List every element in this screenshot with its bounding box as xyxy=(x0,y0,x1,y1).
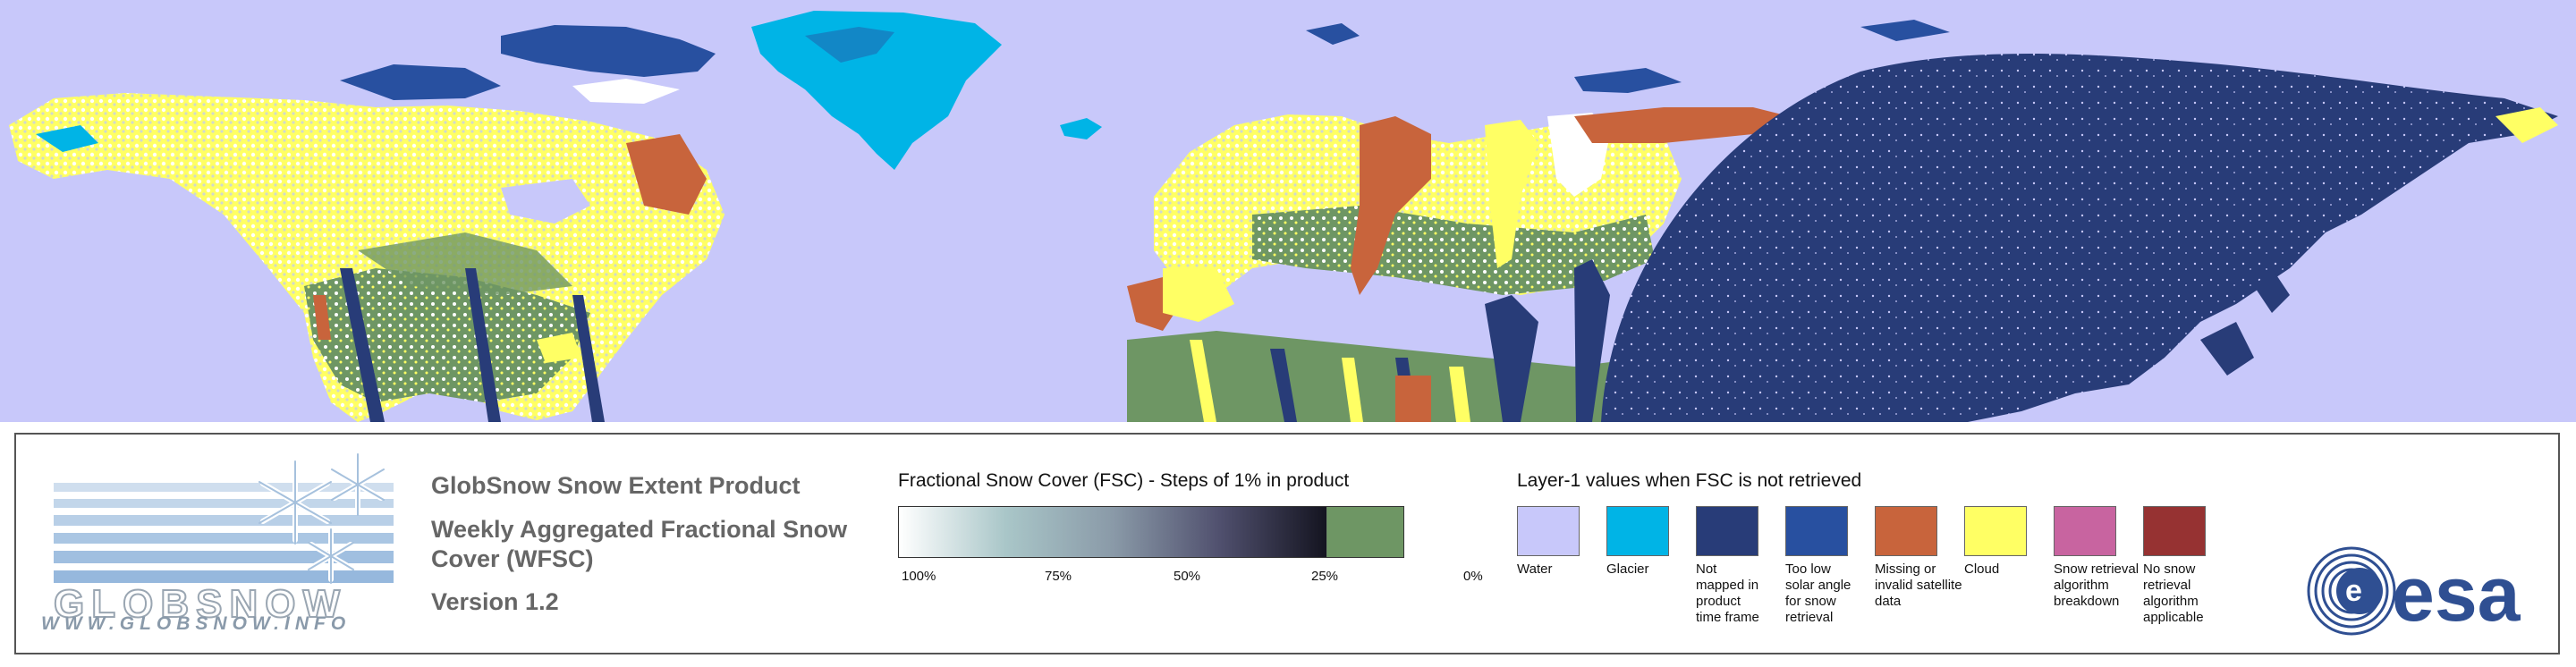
legend-label: Missing or invalid satellite data xyxy=(1875,561,1962,609)
asia-not-mapped xyxy=(1601,54,2558,422)
legend-item-no-algorithm: No snow retrieval algorithm applicable xyxy=(2143,506,2224,626)
legend-item-missing-data: Missing or invalid satellite data xyxy=(1875,506,1962,610)
legend-label: Glacier xyxy=(1606,561,1649,577)
globsnow-wordmark: GLOBSNOW xyxy=(54,582,347,626)
iceland xyxy=(1060,118,1102,139)
legend-label: No snow retrieval algorithm applicable xyxy=(2143,561,2204,625)
svg-text:e: e xyxy=(2345,574,2362,608)
product-subtitle: Weekly Aggregated Fractional Snow Cover … xyxy=(431,516,848,572)
legend-swatch xyxy=(2054,506,2116,556)
legend-item-glacier: Glacier xyxy=(1606,506,1687,578)
fsc-tick-75: 75% xyxy=(1045,569,1072,584)
legend-item-cloud: Cloud xyxy=(1964,506,2045,578)
globsnow-url[interactable]: WWW.GLOBSNOW.INFO xyxy=(41,613,352,634)
legend-item-algorithm-breakdown: Snow retrieval algorithm breakdown xyxy=(2054,506,2139,610)
greenland xyxy=(751,11,1002,170)
legend-label: Snow retrieval algorithm breakdown xyxy=(2054,561,2140,609)
legend-swatch xyxy=(1785,506,1848,556)
legend-swatch xyxy=(1875,506,1937,556)
esa-logo: e esa xyxy=(2307,546,2521,637)
legend-label: Not mapped in product time frame xyxy=(1696,561,1759,625)
esa-wordmark: esa xyxy=(2392,552,2521,637)
legend-label: Cloud xyxy=(1964,561,2000,577)
legend-label: Too low solar angle for snow retrieval xyxy=(1785,561,1852,625)
legend-item-low-solar-angle: Too low solar angle for snow retrieval xyxy=(1785,506,1866,626)
fsc-tick-0: 0% xyxy=(1463,569,1483,584)
fsc-tick-100: 100% xyxy=(902,569,936,584)
product-version: Version 1.2 xyxy=(431,588,559,615)
legend-swatch xyxy=(2143,506,2206,556)
legend-swatch xyxy=(1606,506,1669,556)
legend-swatch xyxy=(1517,506,1580,556)
arctic-islands xyxy=(501,25,716,77)
fsc-colorbar xyxy=(898,506,1404,558)
fsc-legend-title: Fractional Snow Cover (FSC) - Steps of 1… xyxy=(898,470,1350,491)
globsnow-logo: GLOBSNOW xyxy=(53,453,394,627)
legend-item-not-mapped: Not mapped in product time frame xyxy=(1696,506,1776,626)
legend-label: Water xyxy=(1517,561,1553,577)
fsc-tick-25: 25% xyxy=(1311,569,1339,584)
fsc-tick-50: 50% xyxy=(1174,569,1201,584)
legend-swatch xyxy=(1964,506,2027,556)
product-title: GlobSnow Snow Extent Product xyxy=(431,472,801,499)
legend-swatch xyxy=(1696,506,1758,556)
legend-item-water: Water xyxy=(1517,506,1597,578)
layer1-legend-title: Layer-1 values when FSC is not retrieved xyxy=(1517,470,1862,491)
snow-cover-map xyxy=(0,0,2576,422)
legend-panel: GLOBSNOW WWW.GLOBSNOW.INFO GlobSnow Snow… xyxy=(14,433,2560,654)
